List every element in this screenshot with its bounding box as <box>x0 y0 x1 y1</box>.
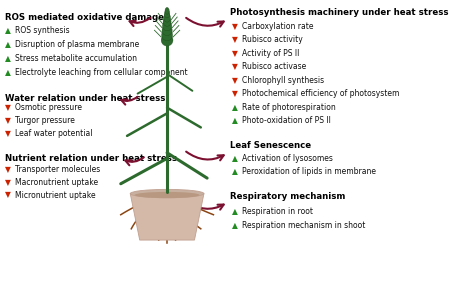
Text: ▼: ▼ <box>232 89 238 98</box>
Text: Transporter molecules: Transporter molecules <box>16 165 100 174</box>
Text: ▼: ▼ <box>232 76 238 85</box>
Text: ▼: ▼ <box>232 49 238 57</box>
Text: Peroxidation of lipids in membrane: Peroxidation of lipids in membrane <box>243 168 376 176</box>
Text: Activity of PS II: Activity of PS II <box>243 49 300 57</box>
Text: Turgor pressure: Turgor pressure <box>16 116 75 125</box>
Text: ▲: ▲ <box>5 54 11 63</box>
Text: ▲: ▲ <box>5 26 11 35</box>
Text: ▲: ▲ <box>232 154 238 163</box>
Text: Respiration mechanism in shoot: Respiration mechanism in shoot <box>243 221 366 230</box>
Text: ▼: ▼ <box>232 62 238 71</box>
Text: ▲: ▲ <box>5 68 11 77</box>
Text: Carboxylation rate: Carboxylation rate <box>243 22 314 31</box>
Ellipse shape <box>163 21 172 31</box>
Ellipse shape <box>164 13 171 22</box>
Ellipse shape <box>165 7 169 14</box>
Text: Activation of lysosomes: Activation of lysosomes <box>243 154 333 163</box>
Ellipse shape <box>130 189 204 198</box>
Text: Photosynthesis machinery under heat stress: Photosynthesis machinery under heat stre… <box>230 8 449 17</box>
Text: Rubisco activity: Rubisco activity <box>243 35 303 44</box>
Text: Photochemical efficiency of photosystem: Photochemical efficiency of photosystem <box>243 89 400 98</box>
Polygon shape <box>130 194 204 240</box>
Text: ▲: ▲ <box>232 168 238 176</box>
Text: ▲: ▲ <box>5 40 11 49</box>
Ellipse shape <box>164 10 170 18</box>
Text: Macronutrient uptake: Macronutrient uptake <box>16 178 99 187</box>
Ellipse shape <box>135 192 200 198</box>
Text: ▼: ▼ <box>5 165 11 174</box>
Text: Rate of photorespiration: Rate of photorespiration <box>243 103 336 112</box>
Text: ▼: ▼ <box>5 190 11 200</box>
Text: Leaf water potential: Leaf water potential <box>16 128 93 138</box>
Text: ▼: ▼ <box>5 128 11 138</box>
Text: ROS synthesis: ROS synthesis <box>16 26 70 35</box>
Text: ▲: ▲ <box>232 207 238 216</box>
Text: Electrolyte leaching from cellular component: Electrolyte leaching from cellular compo… <box>16 68 188 77</box>
Text: Rubisco activase: Rubisco activase <box>243 62 307 71</box>
Text: ▼: ▼ <box>5 178 11 187</box>
Ellipse shape <box>162 29 173 41</box>
Text: ▼: ▼ <box>5 116 11 125</box>
Ellipse shape <box>163 17 171 26</box>
Text: Nutrient relation under heat stress: Nutrient relation under heat stress <box>5 154 177 163</box>
Ellipse shape <box>161 34 173 46</box>
Text: Disruption of plasma membrane: Disruption of plasma membrane <box>16 40 140 49</box>
Text: ▲: ▲ <box>232 116 238 125</box>
Text: Leaf Senescence: Leaf Senescence <box>230 142 311 151</box>
Text: ▼: ▼ <box>232 22 238 31</box>
Text: Micronutrient uptake: Micronutrient uptake <box>16 190 96 200</box>
Text: ▼: ▼ <box>232 35 238 44</box>
Text: Water relation under heat stress: Water relation under heat stress <box>5 94 165 103</box>
Text: Respiratory mechanism: Respiratory mechanism <box>230 192 346 201</box>
Text: Stress metabolite accumulation: Stress metabolite accumulation <box>16 54 137 63</box>
Ellipse shape <box>162 25 172 36</box>
Text: ▲: ▲ <box>232 221 238 230</box>
Text: Photo-oxidation of PS II: Photo-oxidation of PS II <box>243 116 331 125</box>
Text: Osmotic pressure: Osmotic pressure <box>16 103 82 112</box>
Text: Chlorophyll synthesis: Chlorophyll synthesis <box>243 76 325 85</box>
Text: ROS mediated oxidative damage: ROS mediated oxidative damage <box>5 13 164 22</box>
Text: Respiration in root: Respiration in root <box>243 207 313 216</box>
Text: ▼: ▼ <box>5 103 11 112</box>
Text: ▲: ▲ <box>232 103 238 112</box>
